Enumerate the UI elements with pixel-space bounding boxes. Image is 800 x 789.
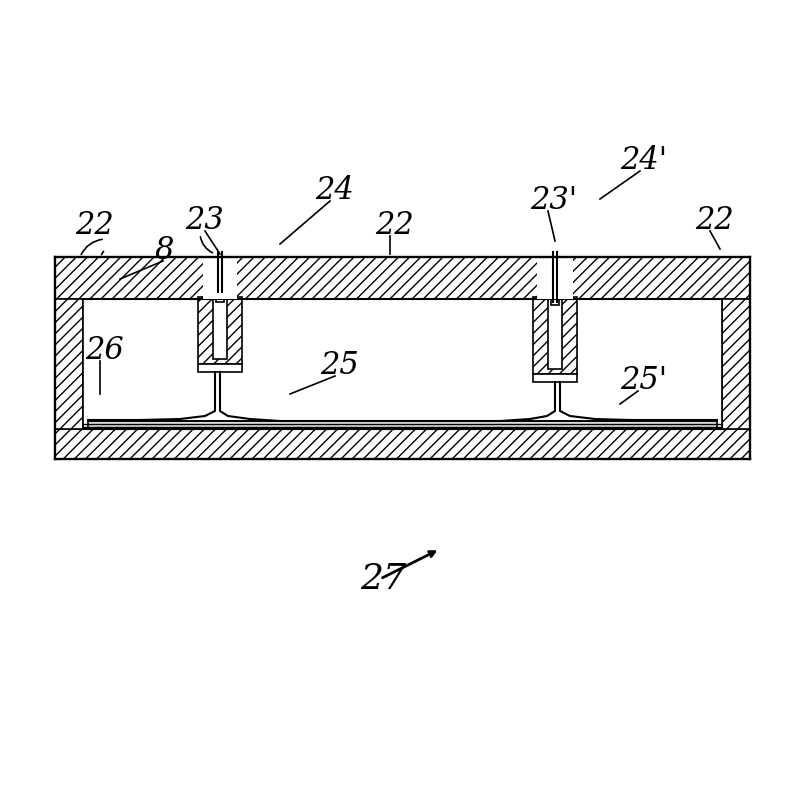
- Text: 25': 25': [620, 365, 667, 396]
- Bar: [213, 297, 227, 359]
- Bar: [55, 299, 83, 429]
- Text: 26: 26: [85, 335, 124, 366]
- Text: 22: 22: [695, 205, 734, 236]
- Bar: [55, 257, 750, 299]
- Text: 23: 23: [185, 205, 224, 236]
- Bar: [537, 257, 573, 299]
- Text: 24: 24: [315, 175, 354, 206]
- Text: 8: 8: [155, 235, 174, 266]
- Bar: [55, 429, 750, 459]
- Text: 23': 23': [530, 185, 577, 216]
- Bar: [83, 299, 215, 429]
- Text: 24': 24': [620, 145, 667, 176]
- Text: 27: 27: [360, 562, 406, 596]
- Bar: [198, 364, 242, 372]
- Text: 22: 22: [375, 210, 414, 241]
- Bar: [722, 299, 750, 429]
- Bar: [203, 257, 237, 299]
- Bar: [548, 297, 562, 369]
- Bar: [216, 284, 224, 302]
- Bar: [551, 289, 559, 305]
- Text: 22: 22: [75, 210, 114, 241]
- Bar: [533, 374, 577, 382]
- Bar: [83, 299, 722, 429]
- Bar: [198, 297, 242, 364]
- Bar: [533, 297, 577, 374]
- Text: 25: 25: [320, 350, 358, 381]
- Bar: [88, 421, 717, 429]
